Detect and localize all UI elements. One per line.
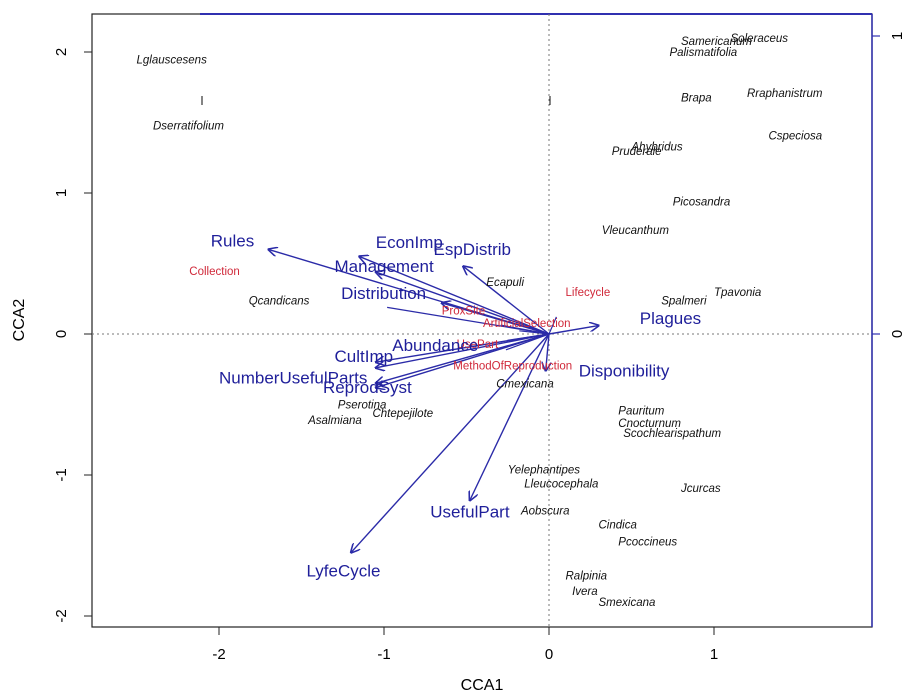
env-label: Management: [335, 257, 435, 276]
species-label: Pserotina: [338, 400, 387, 412]
env-arrow: [376, 333, 550, 368]
env-arrow: [546, 333, 549, 371]
species-label: Ecapuli: [486, 277, 524, 289]
species-label: Pruderale: [612, 146, 662, 158]
var-arrow: [507, 333, 550, 341]
right-tick-label: 0: [889, 330, 906, 338]
species-label: Cspeciosa: [768, 130, 822, 142]
env-arrow: [359, 256, 550, 335]
y-tick-label: 0: [53, 330, 70, 338]
species-label: Dserratifolium: [153, 121, 224, 133]
species-label: Tpavonia: [714, 287, 761, 299]
species-label: Lglauscesens: [137, 54, 208, 66]
var-arrow: [505, 333, 550, 351]
env-label: Plagues: [640, 309, 701, 328]
env-arrow: [470, 333, 550, 500]
y-tick-label: -2: [53, 609, 70, 622]
var-arrow: [548, 316, 557, 335]
variable-label: Collection: [189, 266, 240, 278]
x-tick-label: 0: [545, 646, 553, 663]
y-tick-label: -1: [53, 468, 70, 481]
species-label: Pcoccineus: [618, 537, 677, 549]
variable-label: MethodOfReproduction: [453, 360, 572, 372]
species-label: Aobscura: [520, 505, 570, 517]
env-label: Distribution: [341, 284, 426, 303]
species-label: Ralpinia: [566, 570, 608, 582]
x-tick-label: -2: [212, 646, 225, 663]
species-label: Qcandicans: [249, 295, 310, 307]
y-tick-label: 1: [53, 189, 70, 197]
y-tick-label: 2: [53, 48, 70, 56]
env-label: Disponibility: [579, 361, 670, 380]
species-label: Rraphanistrum: [747, 88, 823, 100]
env-label: ReprodSyst: [323, 378, 412, 397]
env-label: CultImp: [335, 347, 394, 366]
right-tick-label: 1: [889, 32, 906, 40]
species-label: Samericanum: [681, 36, 752, 48]
env-label: EspDistrib: [434, 240, 511, 259]
env-label: NumberUsefulParts: [219, 368, 367, 387]
env-arrow: [463, 266, 550, 335]
x-tick-label: -1: [377, 646, 390, 663]
species-labels: Lglauscesens Dserratifolium SamericanumSol…: [137, 33, 823, 609]
species-label: Cmexicana: [496, 379, 554, 391]
env-label: Rules: [211, 232, 254, 251]
species-label: Palismatifolia: [669, 47, 737, 59]
variable-label: UsePart: [457, 339, 499, 351]
species-label: Asalmiana: [307, 415, 362, 427]
species-label: Jcurcas: [680, 483, 721, 495]
x-axis-title: CCA1: [461, 677, 504, 694]
species-label: Spalmeri: [661, 295, 707, 307]
y-axis-title: CCA2: [11, 299, 28, 342]
variable-label: ProxSite: [442, 305, 485, 317]
species-label: Smexicana: [599, 597, 656, 609]
env-arrow: [376, 272, 550, 335]
variable-labels: Collection Lifecycle ProxSiteArtificialSel…: [189, 266, 610, 372]
species-label: Soleraceus: [731, 33, 789, 45]
x-tick-label: 1: [710, 646, 718, 663]
env-arrow: [376, 333, 550, 388]
plot-frame: [91, 13, 873, 628]
env-arrow: [548, 326, 599, 335]
environmental-arrows: [269, 249, 599, 552]
species-label: Vleucanthum: [602, 225, 670, 237]
axes: -2 -1 0 1 -2 -1 0 1 2 1 0: [53, 32, 906, 663]
species-label: Cindica: [599, 520, 637, 532]
env-label: EconImp: [376, 233, 443, 252]
species-label: Lleucocephala: [524, 479, 598, 491]
species-label: Picosandra: [673, 197, 731, 209]
species-label: Cnocturnum: [618, 418, 681, 430]
species-label: Ivera: [572, 586, 598, 598]
species-label: Brapa: [681, 92, 712, 104]
variable-label: Lifecycle: [566, 287, 611, 299]
species-label: Scochlearispathum: [623, 428, 721, 440]
species-label: Yelephantipes: [508, 465, 581, 477]
env-label: Abundance: [392, 336, 478, 355]
species-label: Ahybridus: [631, 142, 683, 154]
env-arrow: [442, 303, 550, 335]
species-label: Pauritum: [618, 405, 664, 417]
env-arrow: [351, 333, 550, 553]
var-arrow: [519, 330, 550, 335]
variable-label: ArtificialSelection: [483, 318, 571, 330]
var-arrow: [500, 324, 550, 335]
env-label: UsefulPart: [430, 502, 510, 521]
env-label: LyfeCycle: [306, 562, 380, 581]
species-label: Chtepejilote: [372, 408, 433, 420]
